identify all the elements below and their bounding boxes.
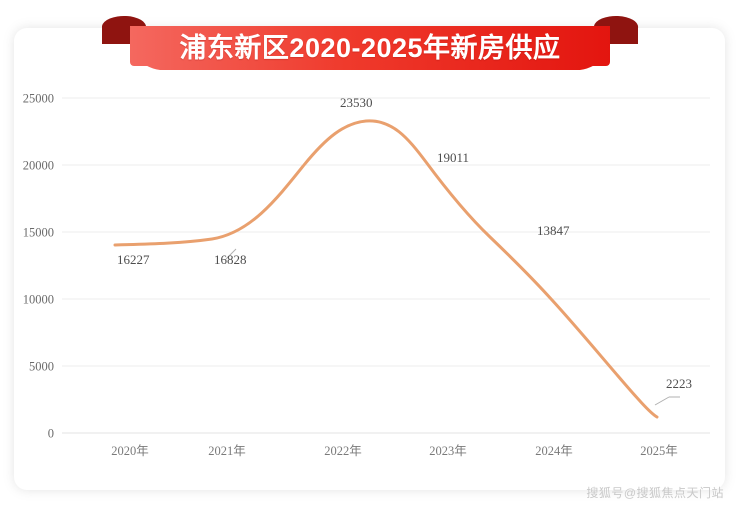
x-axis-labels: 2020年 2021年 2022年 2023年 2024年 2025年 bbox=[111, 444, 678, 458]
x-tick-label: 2023年 bbox=[429, 444, 467, 458]
grid-lines bbox=[62, 97, 710, 434]
data-label: 23530 bbox=[340, 95, 373, 110]
title-ribbon: 浦东新区2020-2025年新房供应 bbox=[100, 14, 640, 76]
y-axis-labels: 25000 20000 15000 10000 5000 0 bbox=[23, 92, 54, 441]
data-label: 16227 bbox=[117, 252, 150, 267]
x-tick-label: 2020年 bbox=[111, 444, 149, 458]
y-tick-label: 10000 bbox=[23, 293, 54, 307]
y-tick-label: 5000 bbox=[29, 360, 54, 374]
x-tick-label: 2022年 bbox=[324, 444, 362, 458]
label-leader-lines bbox=[225, 248, 680, 406]
watermark-credit: 搜狐号@搜狐焦点天门站 bbox=[586, 486, 724, 500]
chart-plot-area: 25000 20000 15000 10000 5000 0 2020年 202… bbox=[14, 28, 725, 490]
data-label: 19011 bbox=[437, 150, 469, 165]
y-tick-label: 20000 bbox=[23, 159, 54, 173]
x-tick-label: 2024年 bbox=[535, 444, 573, 458]
supply-line-series bbox=[113, 119, 659, 419]
y-tick-label: 15000 bbox=[23, 226, 54, 240]
chart-card bbox=[14, 28, 725, 490]
data-label: 13847 bbox=[537, 223, 570, 238]
x-tick-label: 2021年 bbox=[208, 444, 246, 458]
data-label: 2223 bbox=[666, 376, 692, 391]
data-label: 16828 bbox=[214, 252, 247, 267]
y-tick-label: 0 bbox=[48, 427, 54, 441]
y-tick-label: 25000 bbox=[23, 92, 54, 106]
page-title: 浦东新区2020-2025年新房供应 bbox=[179, 32, 561, 63]
x-tick-label: 2025年 bbox=[640, 444, 678, 458]
data-labels: 16227 16828 23530 19011 13847 2223 bbox=[117, 95, 692, 391]
